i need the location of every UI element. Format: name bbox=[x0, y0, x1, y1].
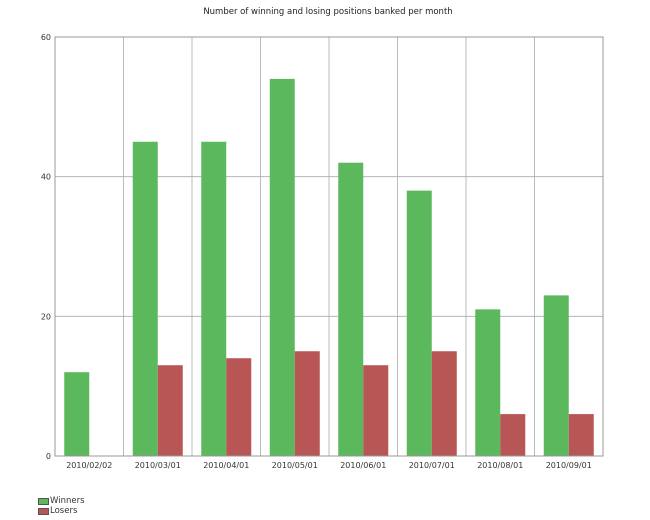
bars bbox=[64, 78, 594, 457]
plot-frame bbox=[54, 36, 604, 457]
x-tick-label: 2010/07/01 bbox=[409, 461, 455, 470]
bar-losers bbox=[157, 365, 183, 456]
bar-winners bbox=[543, 295, 569, 456]
x-tick-label: 2010/09/01 bbox=[546, 461, 592, 470]
legend-item-winners: Winners bbox=[38, 496, 85, 506]
bar-winners bbox=[269, 78, 295, 457]
bar-losers bbox=[500, 414, 526, 456]
bar-winners bbox=[475, 309, 501, 456]
y-tick-labels: 0 20 40 60 bbox=[41, 33, 51, 461]
chart-title: Number of winning and losing positions b… bbox=[203, 7, 452, 17]
legend-item-losers: Losers bbox=[38, 506, 85, 516]
legend-swatch-winners bbox=[38, 497, 49, 505]
y-tick-label: 20 bbox=[41, 312, 51, 321]
bar-losers bbox=[363, 365, 389, 456]
bar-losers bbox=[568, 414, 594, 456]
x-tick-label: 2010/05/01 bbox=[272, 461, 318, 470]
legend-label-losers: Losers bbox=[50, 506, 78, 516]
x-tick-labels: 2010/02/02 2010/03/01 2010/04/01 2010/05/01… bbox=[66, 461, 592, 470]
x-tick-label: 2010/03/01 bbox=[135, 461, 181, 470]
x-tick-label: 2010/02/02 bbox=[66, 461, 112, 470]
x-tick-label: 2010/04/01 bbox=[203, 461, 249, 470]
bar-losers bbox=[294, 351, 320, 456]
bar-losers bbox=[431, 351, 457, 456]
y-tick-label: 40 bbox=[41, 173, 51, 182]
bar-winners bbox=[406, 190, 432, 456]
bar-losers bbox=[226, 358, 252, 456]
y-tick-label: 0 bbox=[46, 452, 51, 461]
bar-winners bbox=[201, 141, 227, 456]
bar-chart: Number of winning and losing positions b… bbox=[41, 7, 604, 470]
bar-winners bbox=[338, 162, 364, 456]
x-tick-label: 2010/08/01 bbox=[477, 461, 523, 470]
bar-winners bbox=[64, 372, 90, 456]
bar-winners bbox=[132, 141, 158, 456]
y-tick-label: 60 bbox=[41, 33, 51, 42]
x-tick-label: 2010/06/01 bbox=[340, 461, 386, 470]
legend: Winners Losers bbox=[38, 496, 85, 516]
legend-swatch-losers bbox=[38, 507, 49, 515]
legend-label-winners: Winners bbox=[50, 496, 85, 506]
